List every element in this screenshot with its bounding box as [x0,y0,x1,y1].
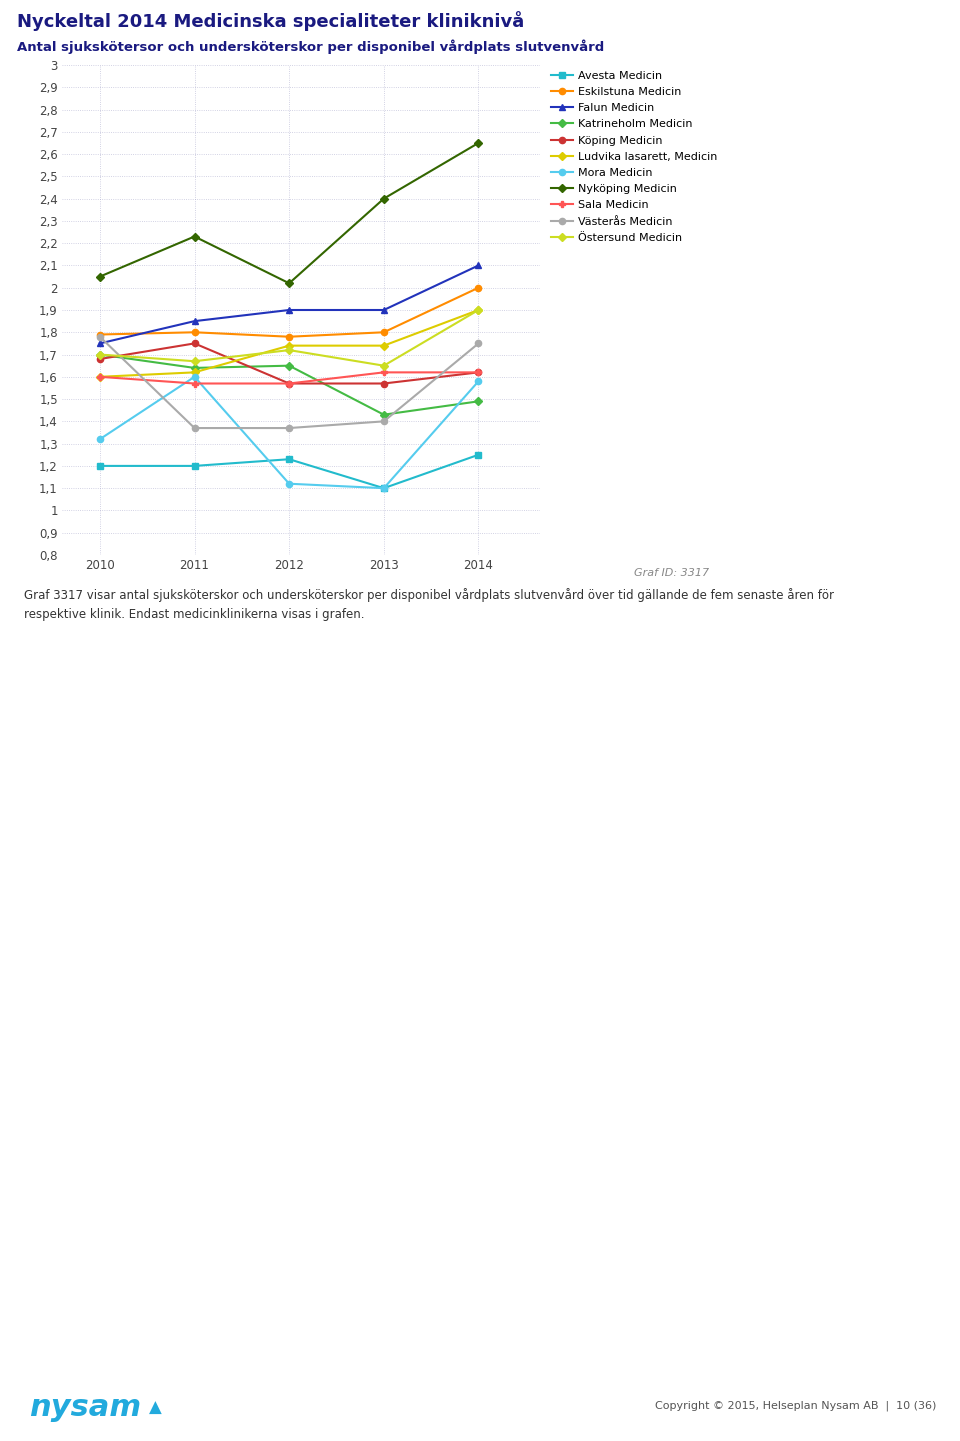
Sala Medicin [472,363,484,380]
Eskilstuna Medicin [189,324,201,342]
Mora Medicin [472,373,484,391]
Köping Medicin [378,375,390,392]
Ludvika lasarett, Medicin [94,367,106,385]
Text: Copyright © 2015, Helseplan Nysam AB  |  10 (36): Copyright © 2015, Helseplan Nysam AB | 1… [655,1401,936,1411]
Line: Sala Medicin: Sala Medicin [97,369,482,386]
Line: Västerås Medicin: Västerås Medicin [97,334,482,431]
Text: Graf 3317 visar antal sjuksköterskor och undersköterskor per disponibel vårdplat: Graf 3317 visar antal sjuksköterskor och… [24,588,834,602]
Katrineholm Medicin [283,357,295,375]
Text: respektive klinik. Endast medicinklinikerna visas i grafen.: respektive klinik. Endast medicinklinike… [24,608,365,621]
Köping Medicin [283,375,295,392]
Köping Medicin [472,363,484,380]
Katrineholm Medicin [472,392,484,409]
Köping Medicin [189,334,201,352]
Östersund Medicin [472,301,484,318]
Mora Medicin [189,367,201,385]
Avesta Medicin [472,447,484,464]
Köping Medicin [94,350,106,367]
Line: Falun Medicin: Falun Medicin [97,262,482,346]
Ludvika lasarett, Medicin [189,363,201,380]
Text: Nyckeltal 2014 Medicinska specialiteter kliniknivå: Nyckeltal 2014 Medicinska specialiteter … [17,10,524,30]
Sala Medicin [94,367,106,385]
Nyköping Medicin [472,134,484,151]
Eskilstuna Medicin [283,329,295,346]
Västerås Medicin [378,412,390,429]
Falun Medicin [189,313,201,330]
Avesta Medicin [283,451,295,468]
Line: Eskilstuna Medicin: Eskilstuna Medicin [97,285,482,340]
Falun Medicin [283,301,295,318]
Falun Medicin [94,334,106,352]
Ludvika lasarett, Medicin [472,301,484,318]
Falun Medicin [472,256,484,274]
Katrineholm Medicin [189,359,201,376]
Nyköping Medicin [94,268,106,285]
Katrineholm Medicin [94,346,106,363]
Text: Antal sjukskötersor och undersköterskor per disponibel vårdplats slutvenvård: Antal sjukskötersor och undersköterskor … [17,39,605,53]
Sala Medicin [283,375,295,392]
Avesta Medicin [189,457,201,474]
Eskilstuna Medicin [94,326,106,343]
Line: Ludvika lasarett, Medicin: Ludvika lasarett, Medicin [97,307,482,380]
Sala Medicin [378,363,390,380]
Mora Medicin [94,431,106,448]
Text: ▲: ▲ [149,1399,161,1417]
Katrineholm Medicin [378,406,390,424]
Text: Graf ID: 3317: Graf ID: 3317 [635,568,709,578]
Nyköping Medicin [189,228,201,245]
Nyköping Medicin [378,190,390,208]
Sala Medicin [189,375,201,392]
Östersund Medicin [94,346,106,363]
Västerås Medicin [472,334,484,352]
Nyköping Medicin [283,275,295,293]
Östersund Medicin [283,342,295,359]
Västerås Medicin [94,329,106,346]
Mora Medicin [378,480,390,497]
Västerås Medicin [189,419,201,437]
Text: nysam: nysam [29,1393,141,1422]
Line: Östersund Medicin: Östersund Medicin [97,307,482,369]
Falun Medicin [378,301,390,318]
Line: Avesta Medicin: Avesta Medicin [97,451,482,491]
Legend: Avesta Medicin, Eskilstuna Medicin, Falun Medicin, Katrineholm Medicin, Köping M: Avesta Medicin, Eskilstuna Medicin, Falu… [550,71,718,244]
Ludvika lasarett, Medicin [378,337,390,354]
Östersund Medicin [189,353,201,370]
Line: Mora Medicin: Mora Medicin [97,373,482,491]
Ludvika lasarett, Medicin [283,337,295,354]
Västerås Medicin [283,419,295,437]
Avesta Medicin [378,480,390,497]
Mora Medicin [283,476,295,493]
Eskilstuna Medicin [472,280,484,297]
Line: Köping Medicin: Köping Medicin [97,340,482,386]
Avesta Medicin [94,457,106,474]
Östersund Medicin [378,357,390,375]
Eskilstuna Medicin [378,324,390,342]
Line: Nyköping Medicin: Nyköping Medicin [97,140,482,287]
Line: Katrineholm Medicin: Katrineholm Medicin [97,352,482,418]
